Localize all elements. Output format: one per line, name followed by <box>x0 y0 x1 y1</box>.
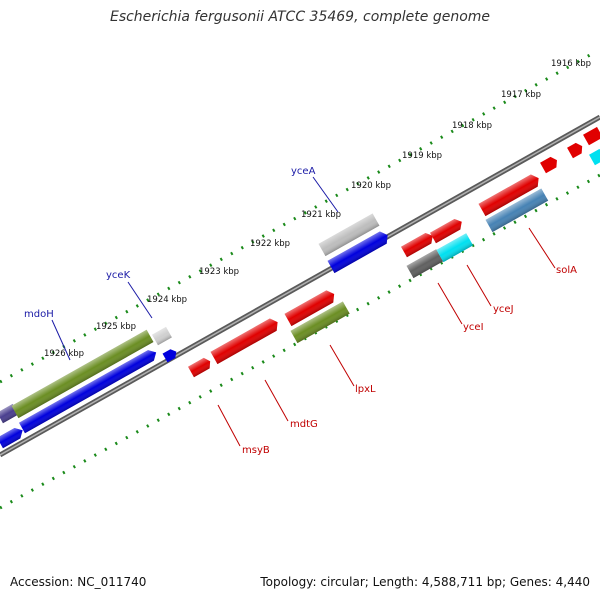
solA-leader <box>528 227 556 269</box>
kbp-label-1922: 1922 kbp <box>250 239 290 249</box>
gene-bars <box>0 126 600 449</box>
gene-label-mdoH: mdoH <box>24 309 54 320</box>
yceJ-leader <box>466 264 492 307</box>
mdtG-leader <box>264 379 289 422</box>
kbp-label-1921: 1921 kbp <box>301 210 341 220</box>
kbp-label-1926: 1926 kbp <box>44 349 84 359</box>
gene-label-solA: solA <box>556 265 577 276</box>
genome-summary-text: Topology: circular; Length: 4,588,711 bp… <box>260 575 590 589</box>
kbp-label-1918: 1918 kbp <box>452 121 492 131</box>
gene-label-msyB: msyB <box>242 445 270 456</box>
gene-bar-blue-small <box>162 349 177 363</box>
kbp-labels: 1916 kbp 1917 kbp 1918 kbp 1919 kbp 1920… <box>44 59 591 359</box>
gene-bar-red-e <box>567 142 583 159</box>
genome-title: Escherichia fergusonii ATCC 35469, compl… <box>109 9 491 25</box>
kbp-label-1919: 1919 kbp <box>402 151 442 161</box>
kbp-label-1920: 1920 kbp <box>351 181 391 191</box>
kbp-label-1916: 1916 kbp <box>551 59 591 69</box>
gene-label-mdtG: mdtG <box>290 419 318 430</box>
yceI-leader <box>437 282 463 325</box>
kbp-label-1925: 1925 kbp <box>96 322 136 332</box>
upper-ruler <box>0 53 591 384</box>
msyB-leader <box>217 404 241 447</box>
gene-bar-cyan-edge <box>589 148 600 166</box>
gene-label-yceK: yceK <box>106 270 131 281</box>
kbp-label-1917: 1917 kbp <box>501 90 541 100</box>
gene-bar-red-d <box>540 156 557 174</box>
gene-bar-red-f <box>583 126 600 146</box>
yceA-leader <box>312 176 339 213</box>
gene-label-lpxL: lpxL <box>355 384 376 395</box>
kbp-label-1923: 1923 kbp <box>199 267 239 277</box>
gene-label-yceA: yceA <box>291 166 316 177</box>
genome-backbone-highlight <box>0 116 600 456</box>
gene-label-yceI: yceI <box>463 322 484 333</box>
kbp-label-1924: 1924 kbp <box>147 295 187 305</box>
lpxL-leader <box>329 344 355 387</box>
mdoH-leader <box>51 319 71 361</box>
accession-text: Accession: NC_011740 <box>10 575 147 589</box>
gene-label-yceJ: yceJ <box>493 304 514 315</box>
yceK-leader <box>127 281 153 319</box>
